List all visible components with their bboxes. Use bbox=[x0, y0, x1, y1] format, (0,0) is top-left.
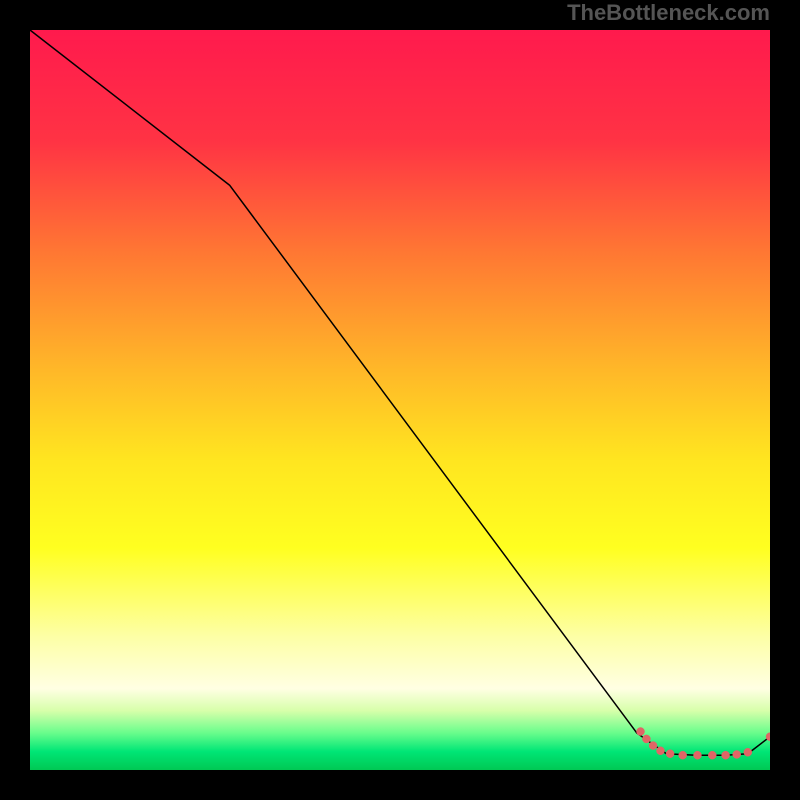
data-marker bbox=[708, 751, 716, 759]
data-marker bbox=[693, 751, 701, 759]
data-marker bbox=[666, 750, 674, 758]
gradient-background bbox=[30, 30, 770, 770]
watermark-label: TheBottleneck.com bbox=[567, 0, 770, 26]
data-marker bbox=[733, 750, 741, 758]
data-marker bbox=[637, 728, 645, 736]
plot-area bbox=[30, 30, 770, 770]
data-marker bbox=[744, 748, 752, 756]
data-marker bbox=[722, 751, 730, 759]
plot-svg bbox=[30, 30, 770, 770]
data-marker bbox=[649, 742, 657, 750]
data-marker bbox=[679, 751, 687, 759]
data-marker bbox=[656, 747, 664, 755]
chart-container: TheBottleneck.com bbox=[0, 0, 800, 800]
data-marker bbox=[642, 735, 650, 743]
